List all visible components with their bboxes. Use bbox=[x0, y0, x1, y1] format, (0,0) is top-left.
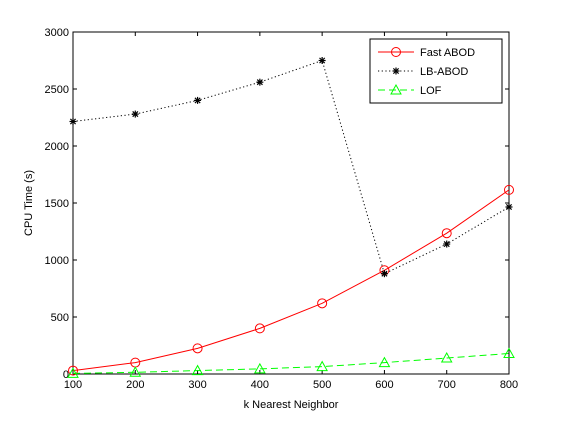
data-point-fast-abod bbox=[317, 298, 328, 309]
series-line-lb-abod bbox=[72, 59, 510, 275]
data-point-lof bbox=[254, 362, 266, 374]
y-tick-label: 1500 bbox=[45, 198, 69, 210]
series-line-lof bbox=[72, 352, 510, 374]
data-point-lof bbox=[67, 367, 79, 378]
data-point-lof bbox=[191, 364, 204, 376]
x-tick-label: 800 bbox=[500, 379, 518, 391]
legend: Fast ABOD LB-ABOD LOF bbox=[369, 38, 503, 104]
legend-marker-fast-abod bbox=[391, 47, 401, 57]
data-point-fast-abod bbox=[254, 323, 265, 334]
legend-label-lb-abod: LB-ABOD bbox=[420, 66, 468, 78]
data-point-lb-abod bbox=[380, 270, 388, 278]
y-tick-label: 2500 bbox=[45, 84, 69, 96]
x-tick-label: 100 bbox=[64, 379, 82, 391]
x-tick-label: 700 bbox=[438, 379, 456, 391]
y-tick-label: 0 bbox=[63, 369, 69, 381]
x-tick-label: 300 bbox=[188, 379, 206, 391]
data-point-lb-abod bbox=[505, 203, 513, 211]
x-tick-label: 200 bbox=[126, 379, 144, 391]
legend-marker-lof bbox=[390, 83, 402, 95]
data-point-fast-abod bbox=[441, 228, 452, 239]
y-axis-label: CPU Time (s) bbox=[23, 170, 35, 236]
series-layer bbox=[67, 57, 515, 378]
data-point-lof bbox=[440, 352, 453, 363]
y-tick-label: 2000 bbox=[45, 141, 69, 153]
data-point-lb-abod bbox=[318, 57, 326, 64]
data-point-lb-abod bbox=[69, 117, 77, 125]
legend-marker-lb-abod bbox=[392, 67, 400, 75]
data-point-lb-abod bbox=[443, 240, 451, 248]
data-point-lb-abod bbox=[194, 96, 202, 104]
data-point-lof bbox=[378, 356, 391, 368]
data-point-lb-abod bbox=[131, 110, 139, 118]
y-tick-label: 500 bbox=[51, 312, 69, 324]
data-point-lb-abod bbox=[256, 78, 264, 86]
data-point-lof bbox=[503, 347, 515, 358]
y-tick-label: 3000 bbox=[45, 27, 69, 39]
data-point-fast-abod bbox=[68, 365, 78, 376]
legend-label-lof: LOF bbox=[420, 85, 442, 97]
y-tick-label: 1000 bbox=[45, 255, 69, 267]
x-axis-label: k Nearest Neighbor bbox=[244, 399, 339, 411]
data-point-fast-abod bbox=[504, 184, 514, 195]
x-tick-label: 600 bbox=[375, 379, 393, 391]
data-point-lof bbox=[129, 366, 142, 377]
x-tick-label: 400 bbox=[251, 379, 269, 391]
data-point-lof bbox=[316, 360, 328, 372]
x-tick-label: 500 bbox=[313, 379, 331, 391]
legend-label-fast-abod: Fast ABOD bbox=[420, 47, 475, 59]
series-line-fast-abod bbox=[72, 189, 510, 372]
axis-ticks: 100 200 300 400 500 600 700 800 0 500 1000 1500 2000… bbox=[45, 27, 519, 391]
data-point-fast-abod bbox=[192, 343, 203, 354]
